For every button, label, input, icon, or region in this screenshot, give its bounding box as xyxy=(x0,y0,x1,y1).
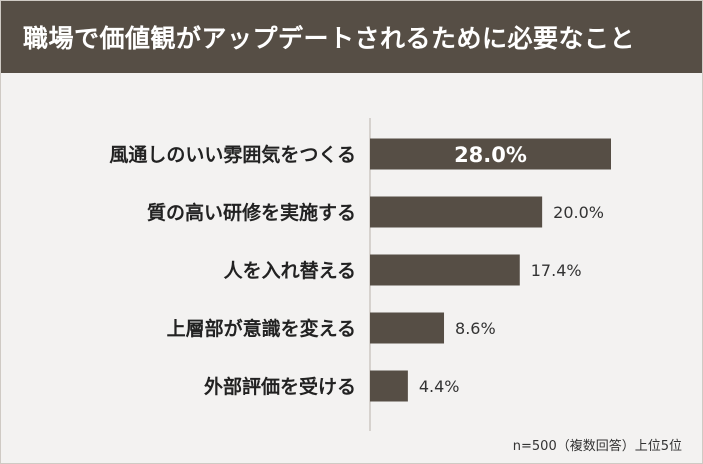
category-label: 人を入れ替える xyxy=(224,259,356,282)
value-label: 17.4% xyxy=(531,261,582,280)
bar xyxy=(370,138,611,170)
bar xyxy=(370,370,408,402)
category-label: 上層部が意識を変える xyxy=(167,317,356,340)
bar-chart: 風通しのいい雰囲気をつくる 28.0% 質の高い研修を実施する 20.0% 人を入れ替え… xyxy=(109,118,611,431)
category-label: 質の高い研修を実施する xyxy=(147,201,356,224)
bar xyxy=(370,254,520,286)
value-label: 8.6% xyxy=(455,319,496,338)
bar xyxy=(370,312,445,344)
value-label: 20.0% xyxy=(553,203,604,222)
bar xyxy=(370,196,543,228)
sample-note: n=500（複数回答）上位5位 xyxy=(512,439,682,454)
chart-title: 職場で価値観がアップデートされるために必要なこと xyxy=(23,24,636,53)
title-bar: 職場で価値観がアップデートされるために必要なこと xyxy=(1,1,702,73)
category-label: 外部評価を受ける xyxy=(204,375,356,398)
category-label: 風通しのいい雰囲気をつくる xyxy=(109,143,356,166)
value-label: 28.0% xyxy=(454,143,527,167)
value-label: 4.4% xyxy=(419,377,460,396)
